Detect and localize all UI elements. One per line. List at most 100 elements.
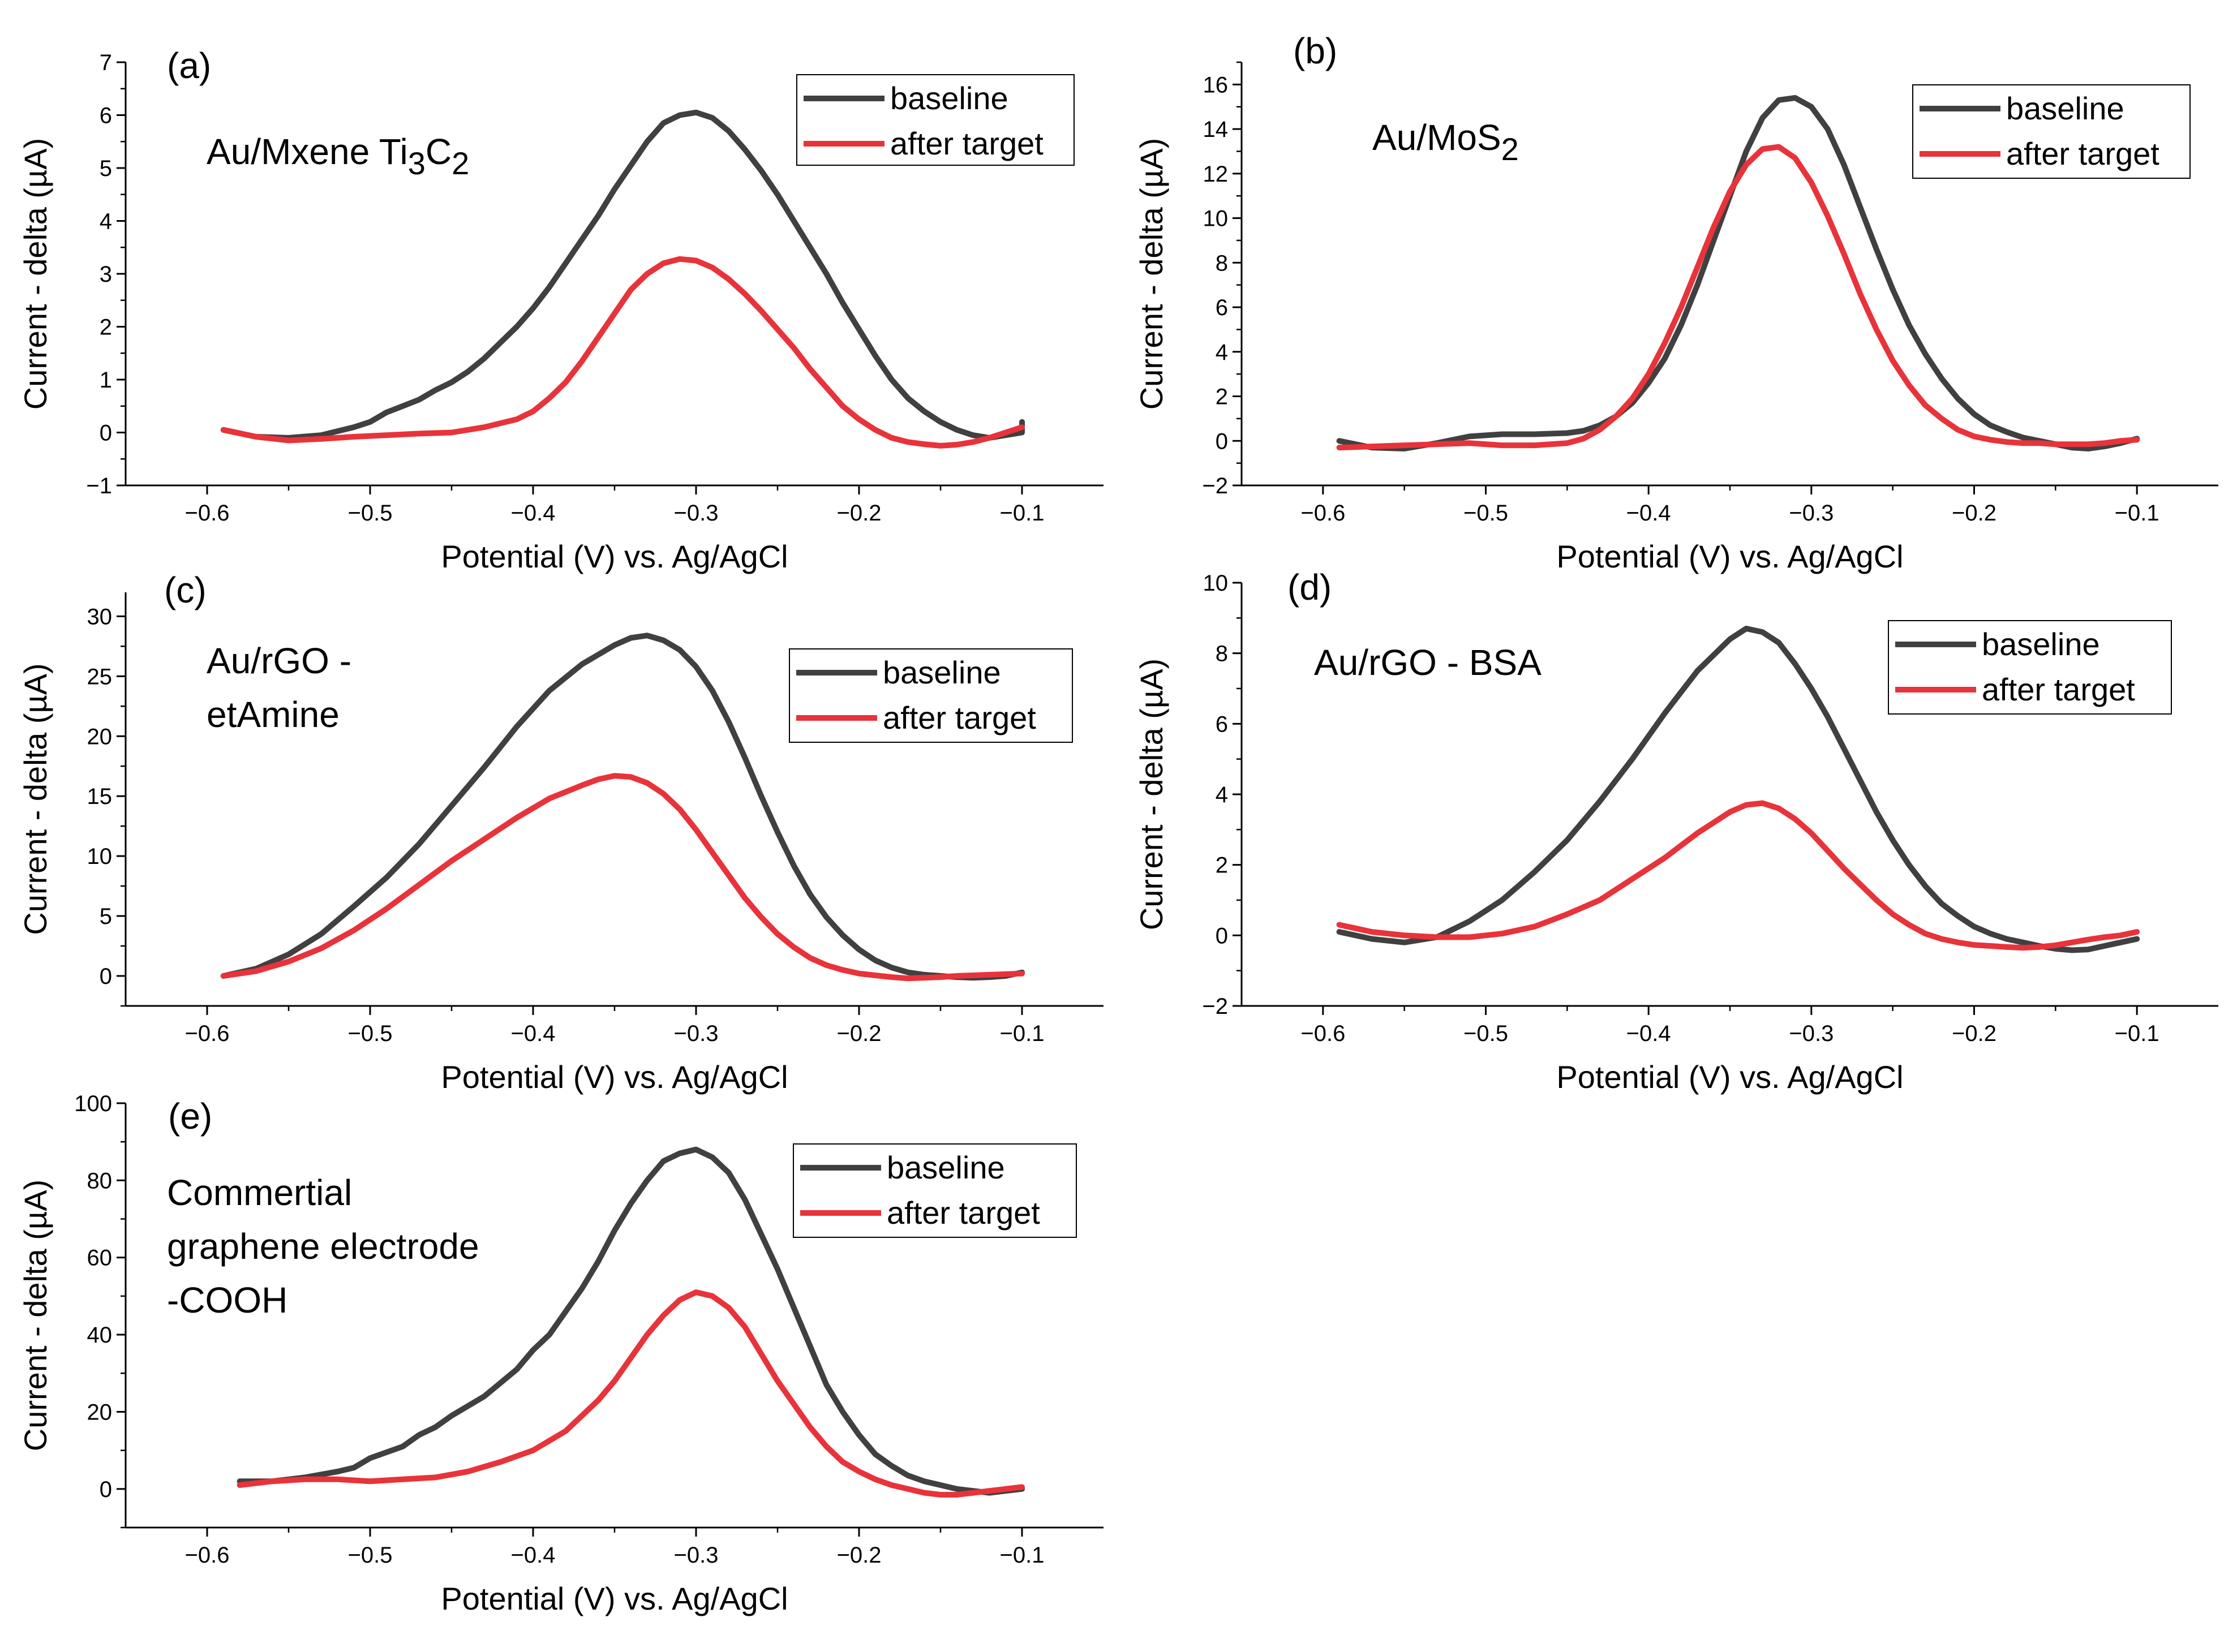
x-tick-label: −0.5: [348, 1543, 393, 1568]
x-tick-label: −0.1: [1000, 1021, 1045, 1046]
legend-box: [1912, 84, 2191, 179]
x-axis-label: Potential (V) vs. Ag/AgCl: [1556, 1059, 1903, 1095]
y-tick-label: 30: [87, 604, 113, 629]
panel-annotation-line2: graphene electrode: [167, 1226, 479, 1267]
y-tick-label: 80: [87, 1168, 113, 1193]
panel-e: −0.6 −0.5 −0.4 −0.3 −0.2 −0.1 0 20 40 60 80 100 Pote…: [18, 1091, 1104, 1616]
y-axis-label: Current - delta (µA): [1133, 138, 1169, 410]
series-line-after-target: [1336, 144, 2140, 451]
x-tick-label: −0.2: [1952, 1021, 1996, 1046]
panel-annotation-line3: -COOH: [167, 1280, 287, 1320]
legend-label: after target: [883, 700, 1036, 735]
legend: baseline after target: [789, 648, 1073, 743]
panel-annotation: Au/Mxene Ti3C2: [207, 131, 469, 181]
x-tick-label: −0.2: [837, 1021, 882, 1046]
y-tick-label: 12: [1203, 162, 1229, 187]
legend-label: baseline: [2006, 91, 2124, 126]
x-tick-label: −0.6: [1300, 1021, 1345, 1046]
x-tick-label: −0.6: [1300, 501, 1345, 526]
x-tick-label: −0.4: [1626, 1021, 1671, 1046]
y-tick-label: 7: [100, 50, 112, 75]
panel-a: −0.6 −0.5 −0.4 −0.3 −0.2 −0.1 −1 0 1 2 3 4 5 6 7 Potent…: [18, 45, 1104, 574]
y-tick-label: 1: [100, 368, 112, 393]
x-tick-label: −0.1: [2115, 501, 2159, 526]
y-tick-label: −1: [86, 474, 112, 498]
panel-label: (b): [1293, 31, 1337, 71]
y-tick-label: 20: [87, 1400, 113, 1425]
x-tick-label: −0.5: [348, 1021, 393, 1046]
x-axis-label: Potential (V) vs. Ag/AgCl: [441, 539, 788, 574]
series-line-baseline: [237, 1146, 1025, 1496]
x-tick-label: −0.5: [1463, 1021, 1508, 1046]
series-line-baseline: [220, 109, 1025, 441]
y-tick-label: 3: [100, 262, 112, 287]
x-tick-label: −0.4: [511, 501, 556, 526]
y-tick-label: 2: [1216, 385, 1228, 410]
y-tick-label: 0: [100, 1477, 112, 1502]
x-tick-label: −0.2: [837, 501, 882, 526]
y-tick-label: 15: [87, 784, 113, 809]
legend: baseline after target: [793, 1143, 1077, 1238]
panel-label: (d): [1287, 567, 1332, 608]
panel-annotation-line1: Au/rGO - BSA: [1314, 642, 1542, 683]
x-axis-label: Potential (V) vs. Ag/AgCl: [441, 1581, 788, 1616]
x-tick-label: −0.6: [185, 501, 230, 526]
y-tick-label: 4: [100, 209, 112, 234]
x-tick-label: −0.3: [1789, 501, 1834, 526]
legend-label: after target: [2006, 136, 2159, 171]
legend-label: after target: [890, 126, 1044, 161]
x-tick-label: −0.2: [837, 1543, 882, 1568]
y-tick-label: 4: [1216, 782, 1228, 807]
legend-label: after target: [1982, 672, 2135, 707]
y-tick-label: −2: [1202, 994, 1228, 1019]
y-tick-label: 40: [87, 1323, 113, 1348]
legend-box: [793, 1143, 1077, 1238]
y-tick-label: 10: [1203, 206, 1229, 231]
y-tick-label: 5: [100, 904, 112, 929]
y-tick-label: 0: [100, 964, 112, 989]
series-line-baseline: [1336, 95, 2140, 451]
y-tick-label: 8: [1216, 642, 1228, 666]
x-tick-label: −0.3: [674, 1021, 719, 1046]
x-tick-label: −0.4: [511, 1543, 556, 1568]
legend: baseline after target: [796, 74, 1075, 166]
panel-annotation-line2: etAmine: [207, 694, 340, 735]
legend-label: baseline: [887, 1150, 1005, 1185]
y-tick-label: 100: [74, 1091, 112, 1116]
y-tick-label: 6: [1216, 712, 1228, 737]
y-tick-label: 0: [1216, 429, 1228, 454]
panel-c: −0.6 −0.5 −0.4 −0.3 −0.2 −0.1 0 5 10 15 20 25 30 Pote…: [18, 570, 1104, 1095]
panel-label: (a): [167, 45, 211, 86]
legend-box: [796, 74, 1075, 166]
y-tick-label: 25: [87, 664, 113, 689]
y-tick-label: 20: [87, 724, 113, 749]
series-line-after-target: [1336, 800, 2140, 951]
x-tick-label: −0.5: [1463, 501, 1508, 526]
x-tick-label: −0.2: [1952, 501, 1996, 526]
series-line-after-target: [220, 773, 1025, 982]
y-tick-label: 10: [87, 844, 113, 869]
x-tick-label: −0.4: [1626, 501, 1671, 526]
x-tick-label: −0.6: [185, 1543, 230, 1568]
y-tick-label: 6: [100, 104, 112, 128]
panel-annotation-line1: Au/rGO -: [207, 640, 351, 681]
y-tick-label: 8: [1216, 251, 1228, 276]
y-axis-label: Current - delta (µA): [18, 1180, 53, 1451]
x-tick-label: −0.4: [511, 1021, 556, 1046]
x-axis-label: Potential (V) vs. Ag/AgCl: [1556, 539, 1903, 574]
x-tick-label: −0.3: [1789, 1021, 1834, 1046]
panel-label: (c): [164, 570, 207, 610]
legend-label: baseline: [883, 655, 1001, 690]
series-line-after-target: [237, 1289, 1025, 1498]
series-line-after-target: [220, 256, 1025, 449]
y-tick-label: 2: [1216, 853, 1228, 878]
x-tick-label: −0.1: [1000, 501, 1045, 526]
y-tick-label: 16: [1203, 72, 1229, 97]
y-axis-label: Current - delta (µA): [18, 663, 53, 935]
series-line-baseline: [220, 633, 1025, 981]
legend: baseline after target: [1912, 84, 2191, 179]
y-tick-label: 5: [100, 156, 112, 181]
legend-label: after target: [887, 1195, 1040, 1231]
y-tick-label: −2: [1202, 474, 1228, 498]
x-tick-label: −0.1: [2115, 1021, 2159, 1046]
